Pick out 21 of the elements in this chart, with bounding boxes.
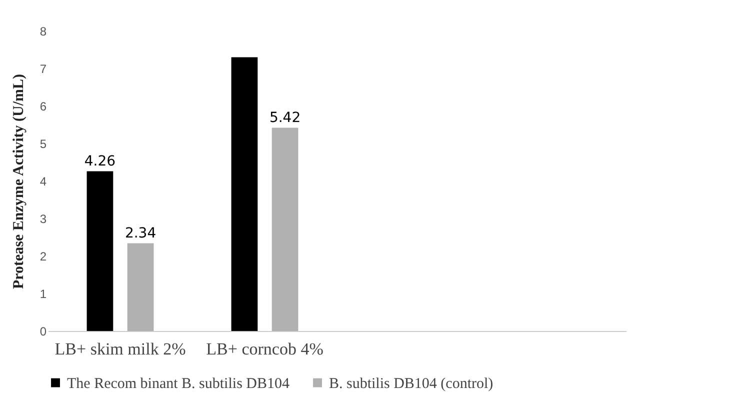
bar [127,243,154,331]
y-tick-label: 1 [40,287,47,301]
bar [86,171,114,331]
y-tick-label: 5 [40,137,47,151]
y-tick-label: 0 [40,324,47,338]
bar [272,128,298,331]
y-tick-label: 2 [40,250,47,264]
data-label: 5.42 [269,110,301,126]
legend-label: The Recom binant B. subtilis DB104 [67,376,290,392]
data-label: 2.34 [124,225,156,242]
y-tick-label: 7 [40,62,47,76]
y-axis-title: Protease Enzyme Activity (U/mL) [10,74,27,290]
legend-label: B. subtilis DB104 (control) [329,376,494,392]
data-label: 4.26 [84,153,116,170]
y-tick-label: 3 [40,212,47,226]
bar [231,57,258,331]
y-tick-label: 8 [40,24,47,38]
y-tick-label: 4 [40,174,47,188]
y-tick-label: 6 [40,100,47,114]
x-tick-label: LB+ skim milk 2% [54,340,186,358]
x-tick-label: LB+ corncob 4% [206,340,324,358]
